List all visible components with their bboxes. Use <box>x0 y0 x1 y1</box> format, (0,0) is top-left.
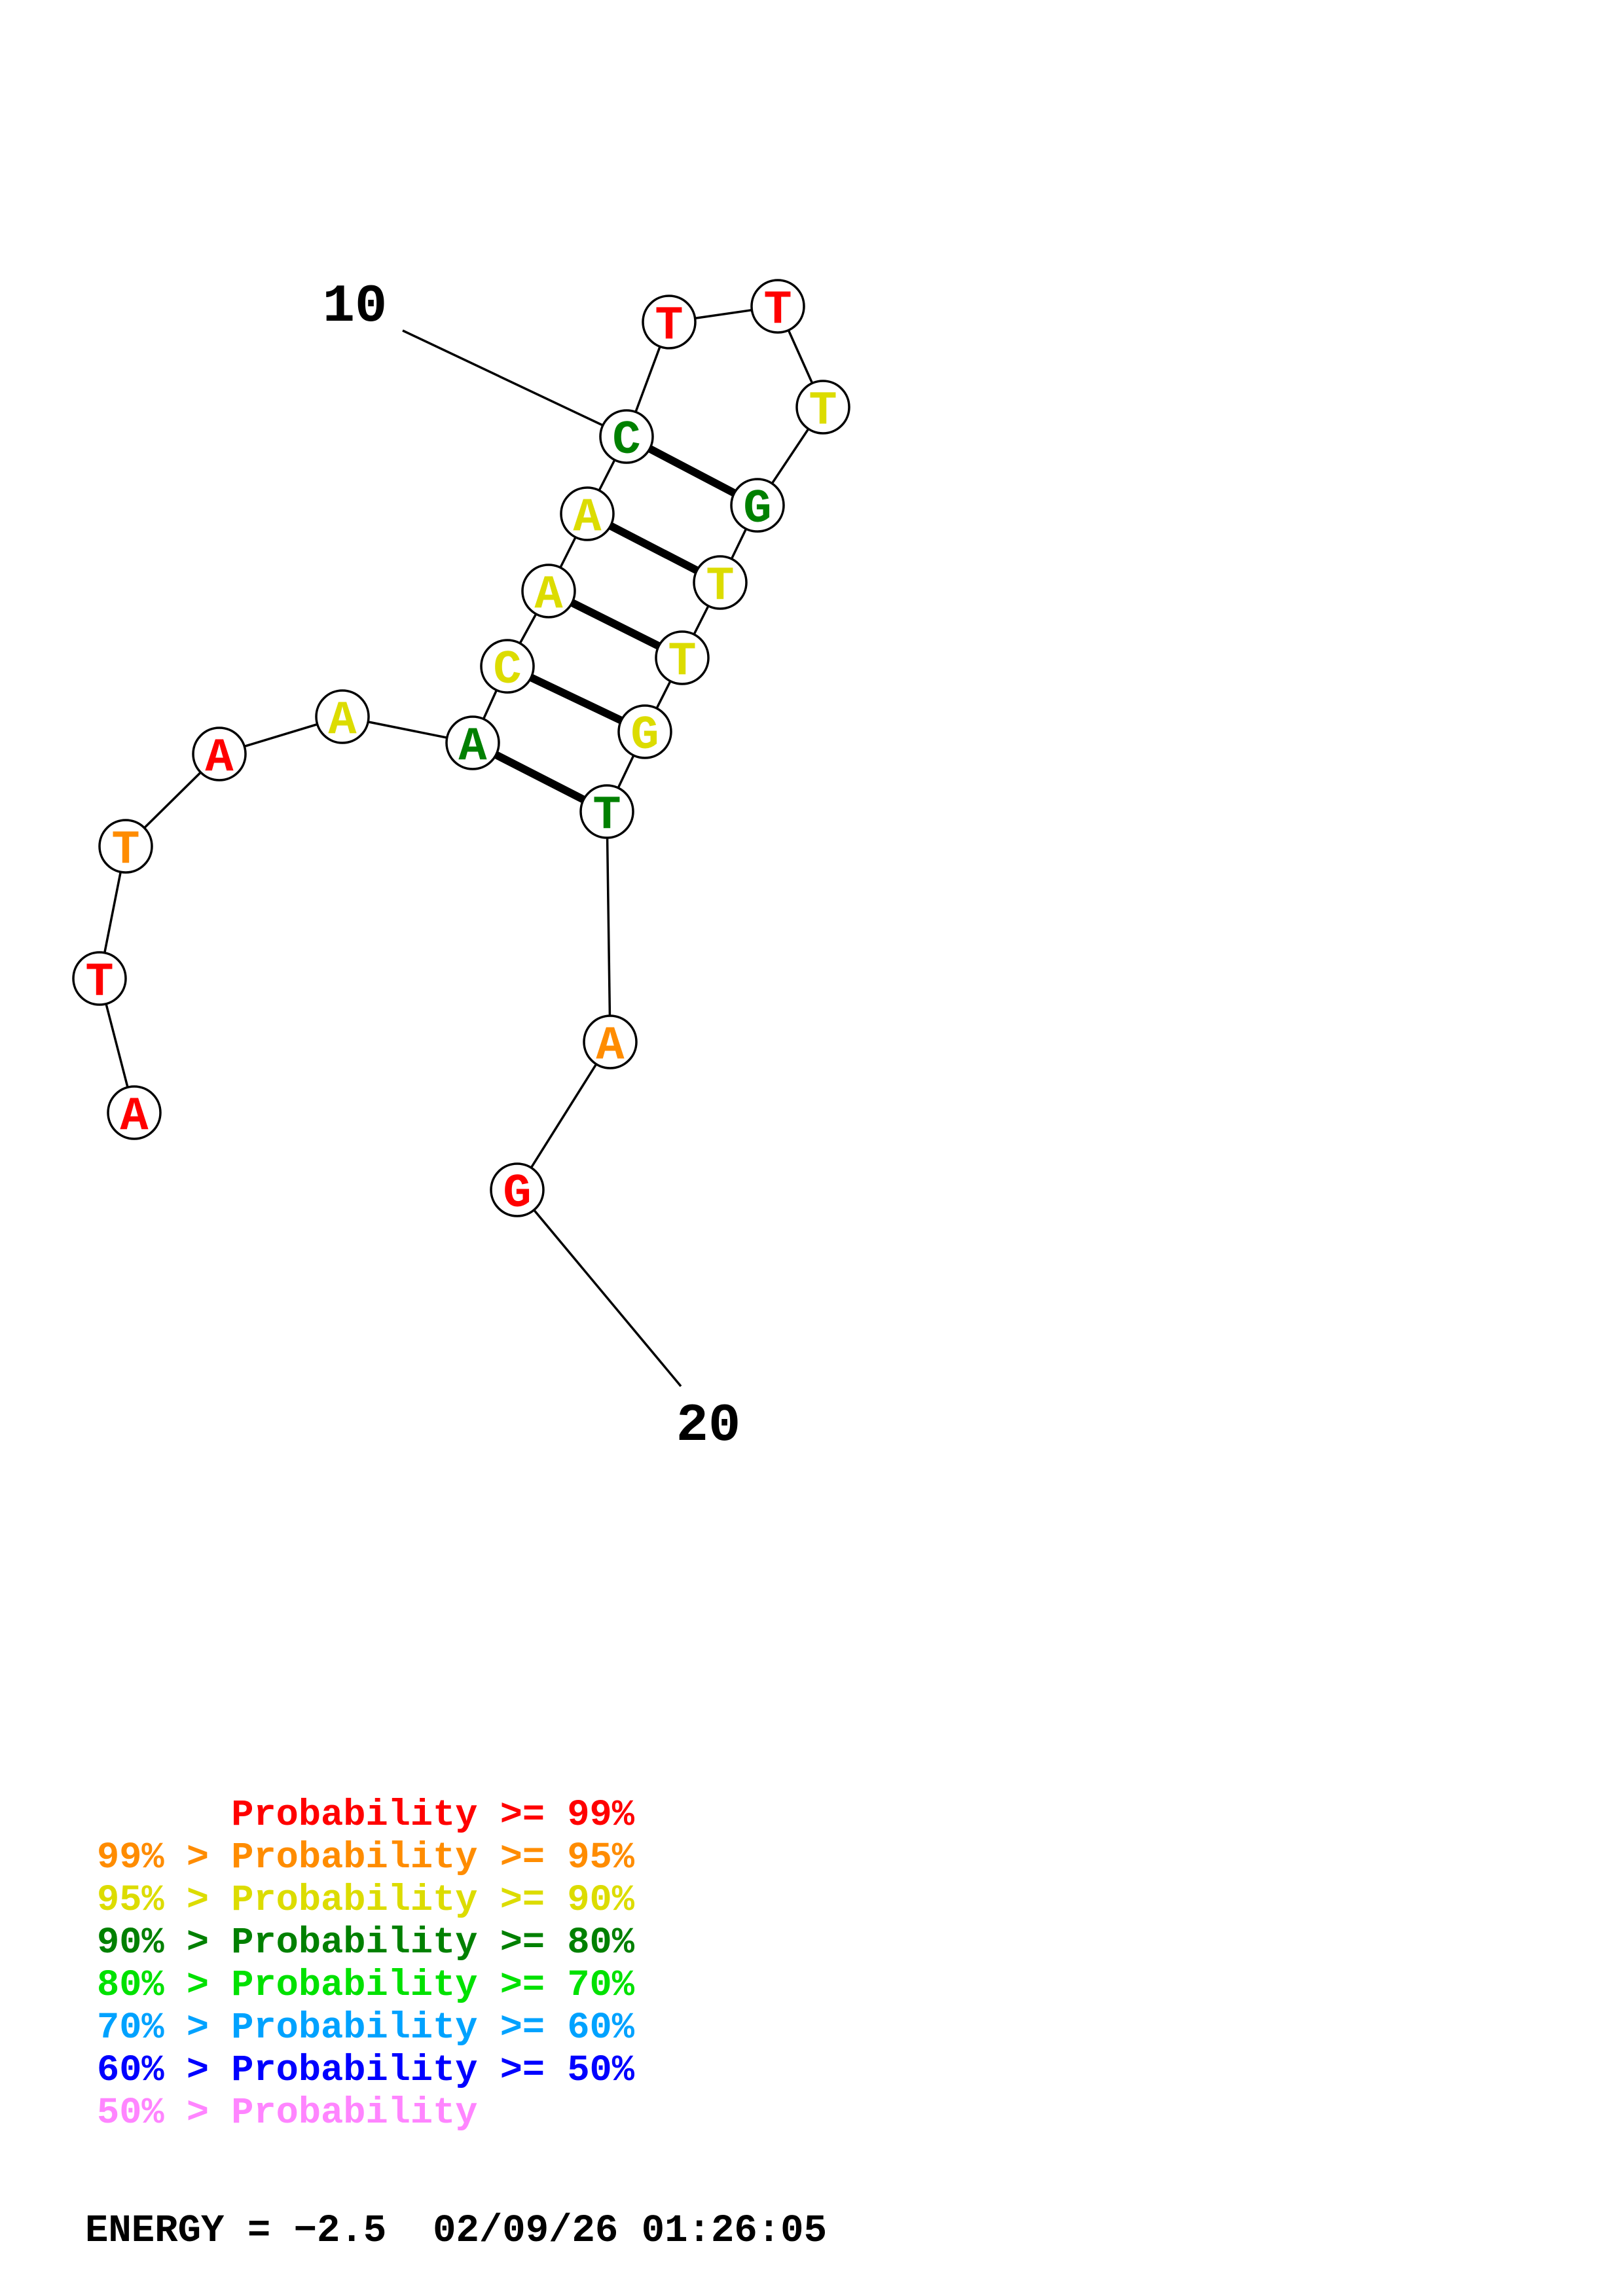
legend-row: 95% > Probability >= 90% <box>97 1880 634 1922</box>
nucleotide-circle <box>642 295 697 350</box>
nucleotide-circle <box>107 1085 162 1140</box>
nucleotide-circle <box>98 819 153 874</box>
nucleotide-base: T <box>706 560 734 613</box>
nucleotide-base: C <box>612 414 640 467</box>
nucleotide-base: A <box>458 720 487 774</box>
nucleotide-base: T <box>85 956 113 1009</box>
nucleotide-base: A <box>596 1019 625 1073</box>
legend-row: 90% > Probability >= 80% <box>97 1922 634 1964</box>
nucleotide-base: G <box>503 1167 531 1221</box>
nucleotide-base: A <box>120 1090 149 1143</box>
nucleotide-circle <box>617 704 672 759</box>
sequence-position-label: 20 <box>676 1395 740 1456</box>
nucleotide-circle <box>750 279 805 334</box>
position-label-line <box>402 329 627 438</box>
nucleotide-circle <box>490 1162 545 1217</box>
legend-row: Probability >= 99% <box>97 1795 634 1837</box>
backbone-line <box>606 811 611 1043</box>
nucleotide-base: G <box>630 709 659 762</box>
nucleotide-circle <box>599 409 654 464</box>
nucleotide-base: T <box>593 789 621 842</box>
position-label-line <box>516 1189 682 1388</box>
nucleotide-base: T <box>809 384 837 438</box>
nucleotide-base: A <box>328 694 357 747</box>
nucleotide-circle <box>315 689 370 744</box>
nucleotide-base: T <box>111 823 139 877</box>
legend-row: 99% > Probability >= 95% <box>97 1837 634 1879</box>
nucleotide-circle <box>480 639 535 694</box>
nucleotide-base: T <box>763 283 792 337</box>
energy-footer: ENERGY = −2.5 02/09/26 01:26:05 <box>85 2209 827 2253</box>
nucleotide-base: A <box>573 491 602 545</box>
nucleotide-circle <box>560 486 615 541</box>
nucleotide-circle <box>445 715 500 770</box>
backbone-line <box>516 1041 611 1191</box>
nucleotide-circle <box>730 478 785 533</box>
probability-legend: Probability >= 99% 99% > Probability >= 9… <box>97 1795 634 2135</box>
nucleotide-base: T <box>668 635 696 689</box>
legend-row: 80% > Probability >= 70% <box>97 1965 634 2007</box>
nucleotide-base: T <box>655 299 683 353</box>
legend-row: 60% > Probability >= 50% <box>97 2050 634 2092</box>
nucleotide-circle <box>795 380 850 435</box>
nucleotide-base: A <box>205 731 234 785</box>
legend-row: 50% > Probability <box>97 2092 478 2134</box>
nucleotide-base: C <box>493 643 521 697</box>
sequence-position-label: 10 <box>323 276 387 337</box>
legend-row: 70% > Probability >= 60% <box>97 2007 634 2049</box>
nucleotide-circle <box>579 784 634 839</box>
nucleotide-circle <box>655 630 710 685</box>
nucleotide-base: G <box>743 482 771 536</box>
nucleotide-circle <box>72 951 127 1006</box>
nucleotide-circle <box>693 555 748 610</box>
nucleotide-base: A <box>534 568 563 622</box>
nucleotide-circle <box>192 726 247 781</box>
nucleotide-circle <box>521 564 576 619</box>
nucleotide-circle <box>583 1014 638 1069</box>
